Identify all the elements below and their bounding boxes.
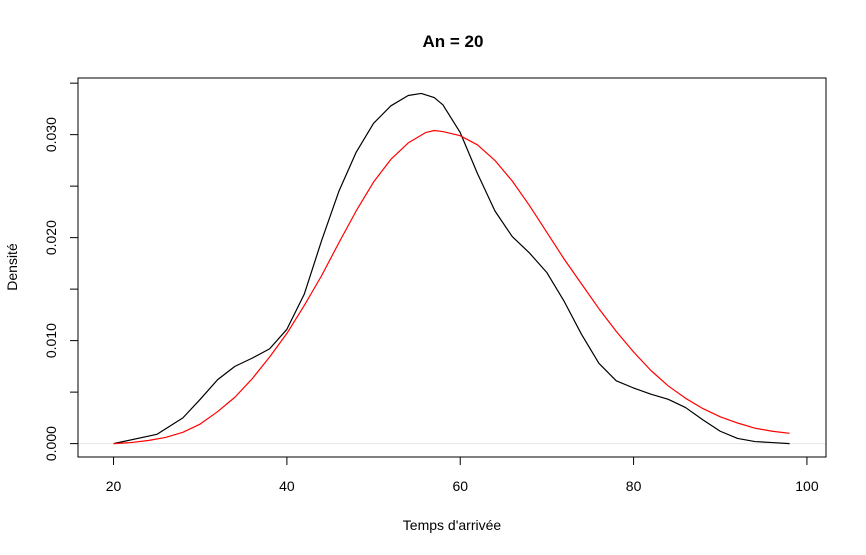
y-axis: 0.000 0.010 0.020 0.030: [43, 82, 79, 461]
plot-frame: [77, 77, 827, 458]
x-tick-label: 40: [279, 478, 295, 494]
series-group: [113, 92, 790, 445]
y-tick-label: 0.020: [43, 220, 59, 255]
y-tick-label: 0.010: [43, 323, 59, 358]
x-axis: 20 40 60 80 100: [106, 456, 819, 494]
density-line-2: [113, 129, 790, 445]
x-tick-label: 100: [795, 478, 819, 494]
x-axis-label: Temps d'arrivée: [403, 517, 502, 533]
x-tick-label: 20: [106, 478, 122, 494]
y-axis-label: Densité: [4, 243, 20, 291]
y-tick-label: 0.030: [43, 117, 59, 152]
density-line-1: [113, 92, 790, 445]
x-tick-label: 80: [626, 478, 642, 494]
x-tick-label: 60: [452, 478, 468, 494]
y-tick-label: 0.000: [43, 426, 59, 461]
chart-title: An = 20: [423, 32, 484, 51]
